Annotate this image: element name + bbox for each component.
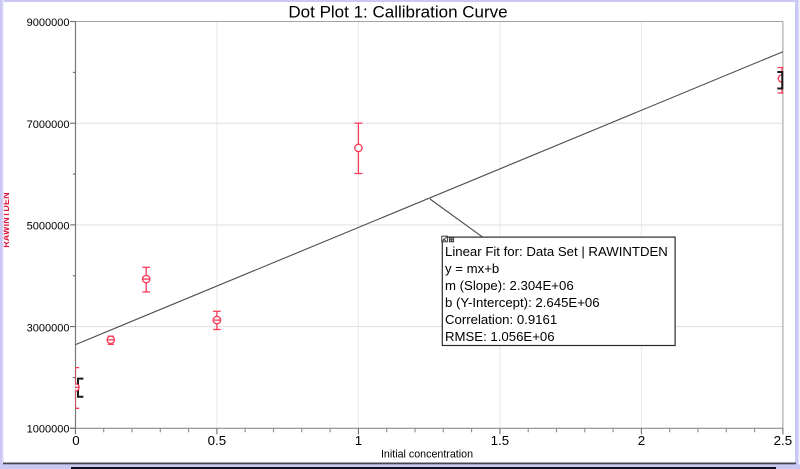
svg-text:Linear Fit for: Data Set | RAW: Linear Fit for: Data Set | RAWINTDEN [445,244,668,259]
svg-text:9000000: 9000000 [27,17,70,29]
svg-text:7000000: 7000000 [27,119,70,131]
svg-text:1: 1 [355,433,362,448]
svg-text:Correlation: 0.9161: Correlation: 0.9161 [445,312,557,327]
svg-text:1000000: 1000000 [27,424,70,436]
svg-text:m (Slope): 2.304E+06: m (Slope): 2.304E+06 [445,278,574,293]
svg-text:b (Y-Intercept): 2.645E+06: b (Y-Intercept): 2.645E+06 [445,295,600,310]
svg-text:5000000: 5000000 [27,221,70,233]
svg-text:2.5: 2.5 [774,433,793,448]
svg-text:0.5: 0.5 [208,433,227,448]
svg-text:1.5: 1.5 [491,433,510,448]
svg-text:RAWINTDEN: RAWINTDEN [1,192,11,247]
svg-text:2: 2 [638,433,645,448]
svg-text:3000000: 3000000 [27,322,70,334]
svg-text:0: 0 [72,433,79,448]
svg-text:y = mx+b: y = mx+b [445,261,499,276]
svg-text:RMSE: 1.056E+06: RMSE: 1.056E+06 [445,329,555,344]
svg-text:Initial concentration: Initial concentration [381,449,473,461]
svg-text:Dot Plot 1: Callibration Curve: Dot Plot 1: Callibration Curve [288,2,507,21]
